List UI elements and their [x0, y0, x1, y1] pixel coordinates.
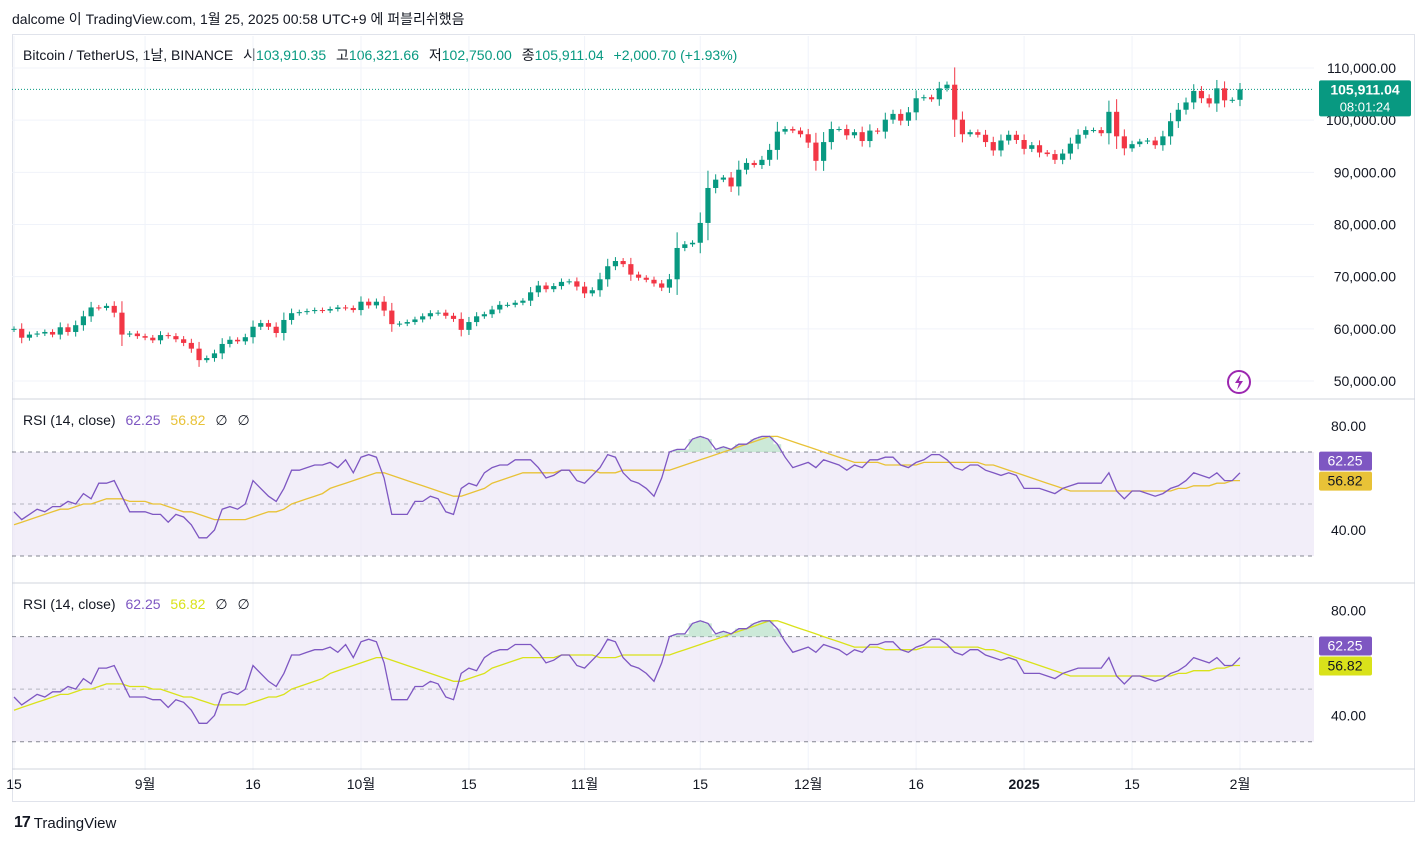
rsi-flag-2: ∅ — [237, 412, 250, 428]
symbol-label[interactable]: Bitcoin / TetherUS, 1날, BINANCE — [23, 47, 234, 63]
rsi-value: 62.25 — [125, 596, 161, 612]
rsi-ma-value: 56.82 — [170, 596, 206, 612]
rsi-label[interactable]: RSI (14, close) — [23, 596, 116, 612]
high-value: 106,321.66 — [348, 47, 419, 63]
high-label: 고 — [336, 47, 349, 63]
rsi-legend-2: RSI (14, close) 62.25 56.82 ∅ ∅ — [23, 596, 256, 613]
low-value: 102,750.00 — [441, 47, 512, 63]
price-legend: Bitcoin / TetherUS, 1날, BINANCE 시103,910… — [23, 45, 743, 65]
close-value: 105,911.04 — [534, 47, 604, 63]
tradingview-logo-icon: 17 — [14, 814, 31, 831]
chart-frame[interactable] — [12, 34, 1415, 802]
rsi-legend-1: RSI (14, close) 62.25 56.82 ∅ ∅ — [23, 412, 256, 429]
low-label: 저 — [428, 47, 442, 63]
publish-header: dalcome 이 TradingView.com, 1월 25, 2025 0… — [12, 11, 465, 27]
open-label: 시 — [243, 47, 257, 63]
footer-brand[interactable]: 17 TradingView — [14, 814, 116, 832]
change-value: +2,000.70 (+1.93%) — [613, 47, 738, 63]
rsi-ma-value: 56.82 — [170, 412, 206, 428]
rsi-label[interactable]: RSI (14, close) — [23, 412, 116, 428]
close-label: 종 — [521, 47, 535, 63]
brand-name: TradingView — [33, 814, 117, 832]
rsi-flag-2: ∅ — [237, 596, 250, 612]
rsi-flag-1: ∅ — [215, 596, 228, 612]
rsi-flag-1: ∅ — [215, 412, 228, 428]
rsi-value: 62.25 — [125, 412, 161, 428]
open-value: 103,910.35 — [256, 47, 327, 63]
